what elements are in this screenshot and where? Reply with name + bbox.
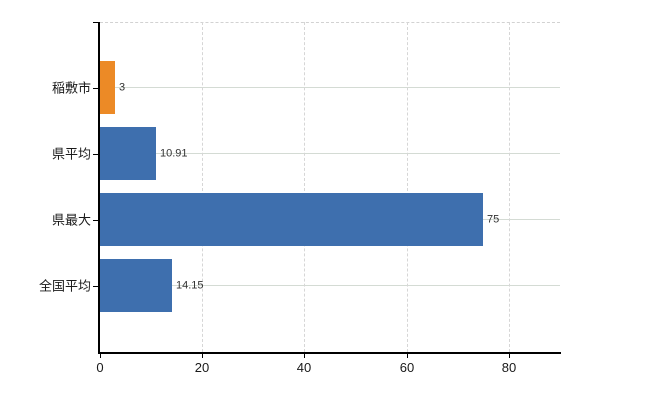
y-axis-tick xyxy=(93,22,98,23)
bar xyxy=(100,259,172,312)
x-axis-tick xyxy=(202,354,203,358)
x-axis-line xyxy=(98,352,561,354)
y-axis-tick xyxy=(93,154,98,155)
category-label: 県平均 xyxy=(51,146,91,162)
x-tick-label: 20 xyxy=(194,360,210,375)
bar xyxy=(100,193,483,246)
y-axis-line xyxy=(98,22,100,354)
category-label: 県最大 xyxy=(51,212,91,228)
x-axis-tick xyxy=(100,354,101,358)
y-axis-tick xyxy=(93,220,98,221)
bar-value-label: 14.15 xyxy=(176,279,204,292)
bar-value-label: 10.91 xyxy=(160,147,188,160)
h-gridline xyxy=(100,87,560,88)
h-gridline xyxy=(100,153,560,154)
h-gridline xyxy=(100,285,560,286)
x-axis-tick xyxy=(509,354,510,358)
x-tick-label: 80 xyxy=(501,360,517,375)
v-gridline xyxy=(509,22,510,352)
y-axis-tick xyxy=(93,286,98,287)
v-gridline xyxy=(407,22,408,352)
bar-value-label: 3 xyxy=(119,81,126,94)
y-axis-tick xyxy=(93,88,98,89)
x-tick-label: 60 xyxy=(399,360,415,375)
x-axis-tick xyxy=(304,354,305,358)
plot-top-border xyxy=(100,22,560,23)
category-label: 全国平均 xyxy=(38,278,91,294)
category-label: 稲敷市 xyxy=(51,80,91,96)
x-tick-label: 40 xyxy=(296,360,312,375)
v-gridline xyxy=(202,22,203,352)
v-gridline xyxy=(304,22,305,352)
bar xyxy=(100,61,115,114)
bar xyxy=(100,127,156,180)
x-tick-label: 0 xyxy=(96,360,104,375)
bar-value-label: 75 xyxy=(487,213,500,226)
x-axis-tick xyxy=(407,354,408,358)
plot-area: 3 稲敷市 10.91 県平均 75 県最大 14.15 全国平均 0 20 40 60 80 xyxy=(39,22,561,375)
